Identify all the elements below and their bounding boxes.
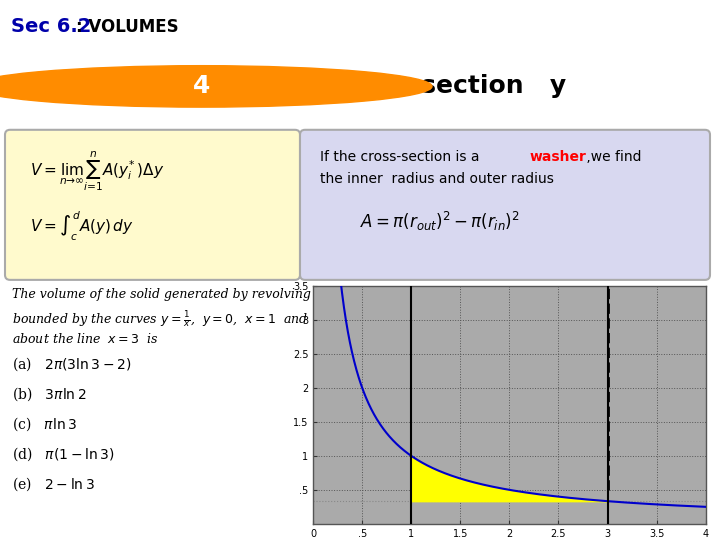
Text: bounded by the curves $y = \frac{1}{x}$,  $y = 0$,  $x = 1$  and  $x = 3$: bounded by the curves $y = \frac{1}{x}$,… bbox=[12, 310, 346, 330]
Text: 4: 4 bbox=[193, 75, 210, 98]
Text: (b)   $3\pi\ln 2$: (b) $3\pi\ln 2$ bbox=[12, 385, 86, 403]
Text: washer: washer bbox=[530, 150, 587, 164]
Text: (a)   $2\pi(3\ln 3 - 2)$: (a) $2\pi(3\ln 3 - 2)$ bbox=[12, 355, 132, 373]
Circle shape bbox=[0, 66, 432, 107]
Text: (e)   $2 - \ln 3$: (e) $2 - \ln 3$ bbox=[12, 475, 95, 492]
FancyBboxPatch shape bbox=[5, 130, 300, 280]
Text: T-102: T-102 bbox=[574, 300, 666, 329]
Text: about the line  $x = 3$  is: about the line $x = 3$ is bbox=[12, 332, 158, 346]
Text: If the cross-section is a: If the cross-section is a bbox=[320, 150, 484, 164]
Text: $A = \pi(r_{out})^2 - \pi(r_{in})^2$: $A = \pi(r_{out})^2 - \pi(r_{in})^2$ bbox=[360, 210, 520, 233]
Text: $V = \lim_{n \to \infty} \sum_{i=1}^{n} A(y_i^*)\Delta y$: $V = \lim_{n \to \infty} \sum_{i=1}^{n} … bbox=[30, 150, 164, 193]
Text: ,we find: ,we find bbox=[582, 150, 642, 164]
Text: : VOLUMES: : VOLUMES bbox=[76, 18, 179, 36]
FancyBboxPatch shape bbox=[300, 130, 710, 280]
Text: (c)   $\pi\ln 3$: (c) $\pi\ln 3$ bbox=[12, 415, 77, 433]
Text: $V = \int_c^d A(y)\,dy$: $V = \int_c^d A(y)\,dy$ bbox=[30, 210, 134, 243]
Text: the inner  radius and outer radius: the inner radius and outer radius bbox=[320, 172, 554, 186]
Text: The volume of the solid generated by revolving the region: The volume of the solid generated by rev… bbox=[12, 288, 380, 301]
Text: (d)   $\pi(1-\ln 3)$: (d) $\pi(1-\ln 3)$ bbox=[12, 445, 114, 463]
Text: washer cross-section   y: washer cross-section y bbox=[226, 75, 566, 98]
Text: Sec 6.2: Sec 6.2 bbox=[11, 17, 91, 37]
